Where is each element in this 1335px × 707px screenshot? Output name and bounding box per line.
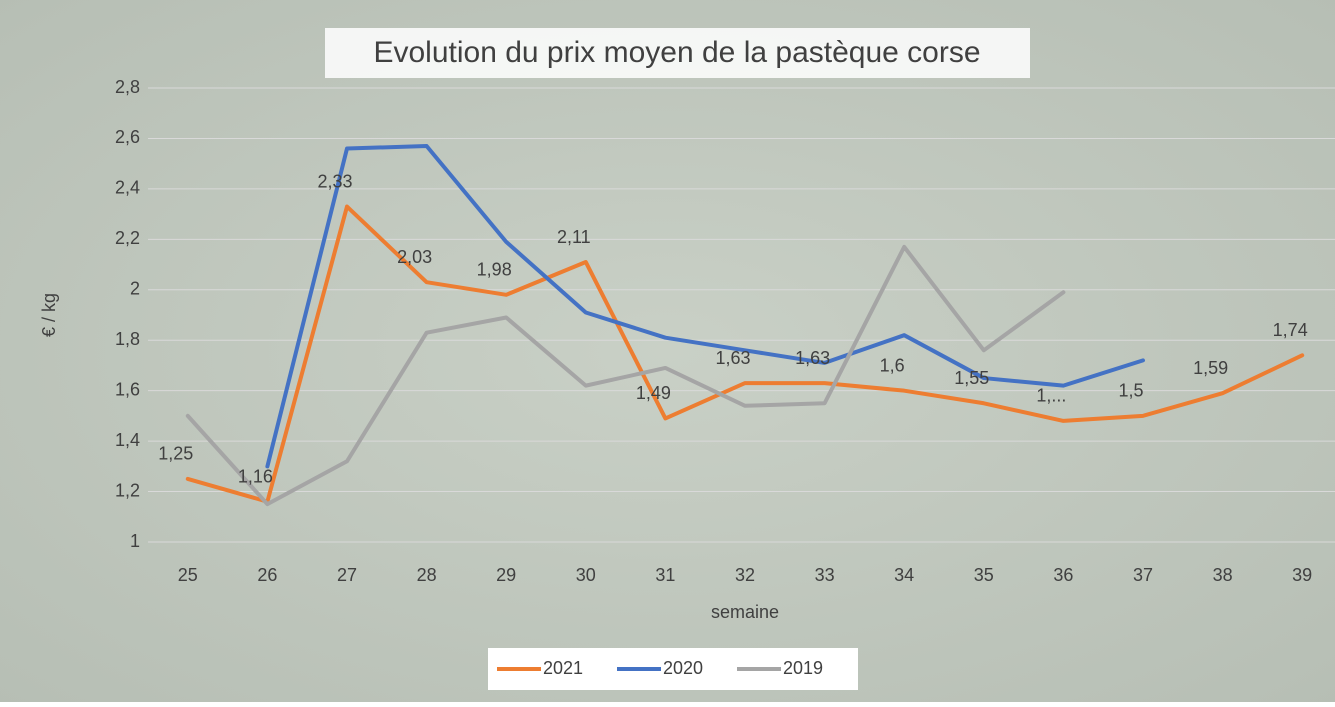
legend-label: 2020 (663, 658, 703, 678)
page: {"chart_data": {"type": "line", "title":… (0, 0, 1335, 702)
data-label: 2,11 (557, 227, 591, 247)
y-axis-label: € / kg (39, 293, 59, 337)
x-tick-label: 28 (417, 565, 437, 585)
data-label: 1,... (1036, 386, 1066, 406)
data-label: 1,63 (715, 348, 750, 368)
x-tick-label: 30 (576, 565, 596, 585)
data-label: 1,59 (1193, 358, 1228, 378)
x-tick-label: 36 (1053, 565, 1073, 585)
data-label: 1,5 (1118, 381, 1143, 401)
y-tick-label: 2,8 (115, 77, 140, 97)
x-tick-label: 35 (974, 565, 994, 585)
x-tick-label: 26 (257, 565, 277, 585)
data-label: 1,6 (880, 355, 905, 375)
x-tick-label: 32 (735, 565, 755, 585)
x-tick-label: 37 (1133, 565, 1153, 585)
x-tick-label: 27 (337, 565, 357, 585)
y-tick-label: 1,8 (115, 329, 140, 349)
x-tick-label: 31 (655, 565, 675, 585)
x-tick-label: 39 (1292, 565, 1312, 585)
data-label: 1,55 (954, 368, 989, 388)
data-label: 1,98 (477, 260, 512, 280)
data-label: 1,49 (636, 383, 671, 403)
data-label: 1,63 (795, 348, 830, 368)
data-label: 2,03 (397, 247, 432, 267)
y-tick-label: 1 (130, 531, 140, 551)
x-tick-label: 33 (815, 565, 835, 585)
chart: Evolution du prix moyen de la pastèque c… (0, 0, 1335, 702)
y-tick-label: 2,4 (115, 178, 140, 198)
y-tick-label: 2,2 (115, 228, 140, 248)
y-tick-label: 1,4 (115, 430, 140, 450)
x-tick-label: 38 (1213, 565, 1233, 585)
data-label: 1,74 (1273, 320, 1308, 340)
y-tick-label: 2,6 (115, 127, 140, 147)
legend-label: 2019 (783, 658, 823, 678)
chart-title: Evolution du prix moyen de la pastèque c… (373, 36, 980, 69)
x-axis-label: semaine (711, 602, 779, 622)
legend-label: 2021 (543, 658, 583, 678)
y-tick-label: 2 (130, 279, 140, 299)
x-tick-label: 34 (894, 565, 914, 585)
y-tick-label: 1,6 (115, 379, 140, 399)
y-tick-label: 1,2 (115, 480, 140, 500)
x-tick-label: 29 (496, 565, 516, 585)
data-label: 2,33 (317, 171, 352, 191)
x-tick-label: 25 (178, 565, 198, 585)
data-label: 1,16 (238, 466, 273, 486)
data-label: 1,25 (158, 444, 193, 464)
background (0, 0, 1335, 702)
